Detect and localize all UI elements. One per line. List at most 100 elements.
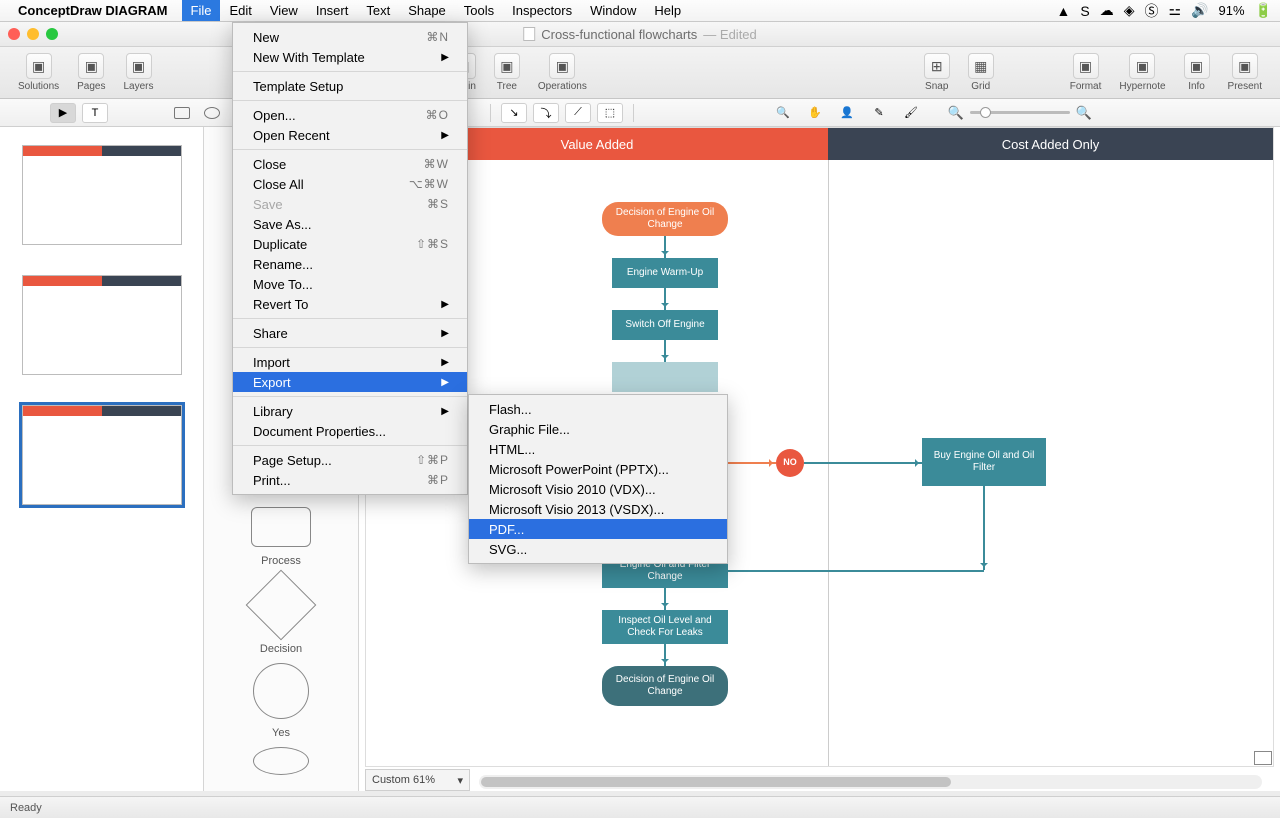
file-menu-close-all[interactable]: Close All⌥⌘W xyxy=(233,174,467,194)
yes-shape[interactable] xyxy=(253,663,309,719)
export-microsoft-visio-vsdx-[interactable]: Microsoft Visio 2013 (VSDX)... xyxy=(469,499,727,519)
document-title[interactable]: Cross-functional flowcharts — Edited xyxy=(523,27,757,42)
connector-tool-3[interactable]: ⟋ xyxy=(565,103,591,123)
node-buy[interactable]: Buy Engine Oil and Oil Filter xyxy=(922,438,1046,486)
file-menu-new-with-template[interactable]: New With Template▶ xyxy=(233,47,467,67)
zoom-icon[interactable]: 🔍 xyxy=(770,103,796,123)
file-menu-move-to-[interactable]: Move To... xyxy=(233,274,467,294)
snap-button[interactable]: ⊞Snap xyxy=(916,51,958,94)
export-microsoft-powerpoint-pptx-[interactable]: Microsoft PowerPoint (PPTX)... xyxy=(469,459,727,479)
battery-percent: 91% xyxy=(1219,3,1245,18)
partial-shape[interactable] xyxy=(253,747,309,775)
menu-help[interactable]: Help xyxy=(645,0,690,21)
connector-tool-2[interactable]: ⤵ xyxy=(533,103,559,123)
dropbox-icon[interactable]: ◈ xyxy=(1124,2,1135,19)
node-switchoff[interactable]: Switch Off Engine xyxy=(612,310,718,340)
status-bar: Ready xyxy=(0,796,1280,818)
menu-tools[interactable]: Tools xyxy=(455,0,503,21)
decision-shape[interactable] xyxy=(246,570,317,641)
zoom-slider[interactable]: 🔍 🔍 xyxy=(948,105,1092,121)
thumbnail-2[interactable] xyxy=(22,275,182,375)
node-start[interactable]: Decision of Engine Oil Change xyxy=(602,202,728,236)
file-menu-open-[interactable]: Open...⌘O xyxy=(233,105,467,125)
vlc-icon[interactable]: ▲ xyxy=(1057,3,1071,19)
s-icon[interactable]: S xyxy=(1080,3,1089,19)
cloud-icon[interactable]: ☁ xyxy=(1100,2,1114,19)
text-tool[interactable]: T xyxy=(82,103,108,123)
node-hidden[interactable] xyxy=(612,362,718,392)
hand-tool[interactable]: ✋ xyxy=(802,103,828,123)
thumbnail-1[interactable] xyxy=(22,145,182,245)
menu-insert[interactable]: Insert xyxy=(307,0,358,21)
menu-inspectors[interactable]: Inspectors xyxy=(503,0,581,21)
grid-button[interactable]: ▦Grid xyxy=(960,51,1002,94)
rect-shape[interactable] xyxy=(170,103,194,123)
close-icon[interactable] xyxy=(8,28,20,40)
zoom-readout[interactable]: Custom 61%▾ xyxy=(365,769,470,791)
node-inspect[interactable]: Inspect Oil Level and Check For Leaks xyxy=(602,610,728,644)
skype-icon[interactable]: Ⓢ xyxy=(1145,1,1159,21)
minimize-icon[interactable] xyxy=(27,28,39,40)
file-menu-print-[interactable]: Print...⌘P xyxy=(233,470,467,490)
export-microsoft-visio-vdx-[interactable]: Microsoft Visio 2010 (VDX)... xyxy=(469,479,727,499)
menu-text[interactable]: Text xyxy=(357,0,399,21)
pages-button[interactable]: ▣Pages xyxy=(69,51,113,94)
hypernote-button[interactable]: ▣Hypernote xyxy=(1111,51,1173,94)
file-menu-export[interactable]: Export▶ xyxy=(233,372,467,392)
pointer-tool[interactable]: ▶ xyxy=(50,103,76,123)
wifi-icon[interactable]: ⚍ xyxy=(1169,2,1182,19)
thumbnail-3[interactable] xyxy=(22,405,182,505)
node-end[interactable]: Decision of Engine Oil Change xyxy=(602,666,728,706)
zoom-in-icon[interactable]: 🔍 xyxy=(1076,105,1092,121)
tree-button[interactable]: ▣Tree xyxy=(486,51,528,94)
file-menu-revert-to[interactable]: Revert To▶ xyxy=(233,294,467,314)
person-icon[interactable]: 👤 xyxy=(834,103,860,123)
export-submenu: Flash...Graphic File...HTML...Microsoft … xyxy=(468,394,728,564)
eyedropper-icon[interactable]: ✎ xyxy=(866,103,892,123)
node-warmup[interactable]: Engine Warm-Up xyxy=(612,258,718,288)
node-decision[interactable]: NO xyxy=(776,449,804,477)
export-html-[interactable]: HTML... xyxy=(469,439,727,459)
ellipse-shape[interactable] xyxy=(200,103,224,123)
menu-edit[interactable]: Edit xyxy=(220,0,260,21)
file-menu-document-properties-[interactable]: Document Properties... xyxy=(233,421,467,441)
file-menu-save-as-[interactable]: Save As... xyxy=(233,214,467,234)
brush-icon[interactable]: 🖌 xyxy=(898,103,924,123)
process-shape[interactable] xyxy=(251,507,311,547)
zoom-out-icon[interactable]: 🔍 xyxy=(948,105,964,121)
file-menu-rename-[interactable]: Rename... xyxy=(233,254,467,274)
connector-tool-4[interactable]: ⬚ xyxy=(597,103,623,123)
file-menu-open-recent[interactable]: Open Recent▶ xyxy=(233,125,467,145)
file-menu-import[interactable]: Import▶ xyxy=(233,352,467,372)
layers-button[interactable]: ▣Layers xyxy=(116,51,162,94)
file-menu-duplicate[interactable]: Duplicate⇧⌘S xyxy=(233,234,467,254)
file-menu-library[interactable]: Library▶ xyxy=(233,401,467,421)
file-menu-template-setup[interactable]: Template Setup xyxy=(233,76,467,96)
menu-window[interactable]: Window xyxy=(581,0,645,21)
file-menu-page-setup-[interactable]: Page Setup...⇧⌘P xyxy=(233,450,467,470)
solutions-button[interactable]: ▣Solutions xyxy=(10,51,67,94)
export-svg-[interactable]: SVG... xyxy=(469,539,727,559)
menu-file[interactable]: File xyxy=(182,0,221,21)
file-menu-new[interactable]: New⌘N xyxy=(233,27,467,47)
menu-view[interactable]: View xyxy=(261,0,307,21)
swimlane-header-2[interactable]: Cost Added Only xyxy=(828,128,1273,160)
arrow xyxy=(664,288,666,310)
export-pdf-[interactable]: PDF... xyxy=(469,519,727,539)
file-menu-close[interactable]: Close⌘W xyxy=(233,154,467,174)
page-layout-icon[interactable] xyxy=(1254,751,1272,765)
format-button[interactable]: ▣Format xyxy=(1062,51,1110,94)
volume-icon[interactable]: 🔊 xyxy=(1191,2,1208,19)
menu-shape[interactable]: Shape xyxy=(399,0,455,21)
operations-button[interactable]: ▣Operations xyxy=(530,51,595,94)
battery-icon[interactable]: 🔋 xyxy=(1255,2,1272,19)
connector-tool-1[interactable]: ↘ xyxy=(501,103,527,123)
info-button[interactable]: ▣Info xyxy=(1176,51,1218,94)
file-menu-share[interactable]: Share▶ xyxy=(233,323,467,343)
maximize-icon[interactable] xyxy=(46,28,58,40)
present-button[interactable]: ▣Present xyxy=(1220,51,1270,94)
horizontal-scrollbar[interactable] xyxy=(479,775,1262,789)
export-flash-[interactable]: Flash... xyxy=(469,399,727,419)
arrow xyxy=(664,236,666,258)
export-graphic-file-[interactable]: Graphic File... xyxy=(469,419,727,439)
